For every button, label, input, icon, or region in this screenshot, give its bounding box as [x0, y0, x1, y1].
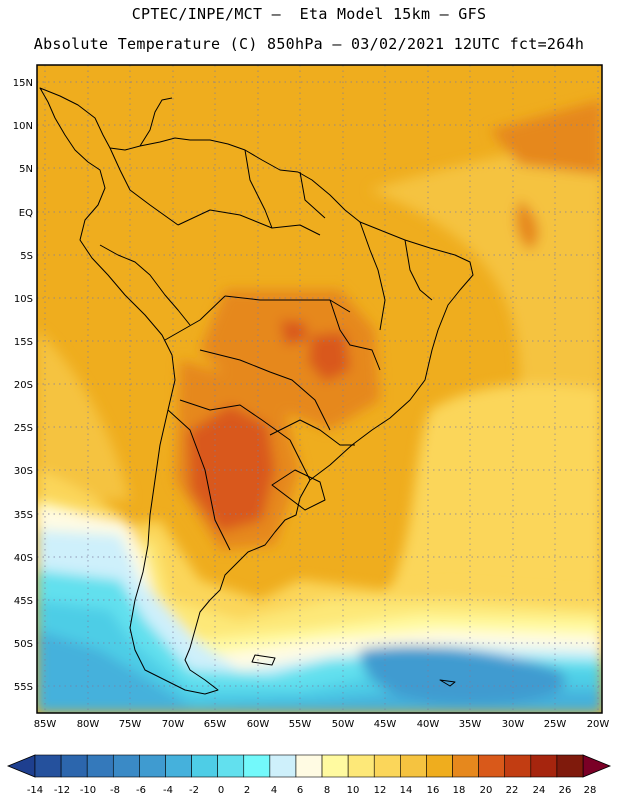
lat-label: 5S: [20, 251, 33, 262]
colorbar: -14 -12 -10 -8 -6 -4 -2 0 2 4 6 8 10 12 …: [6, 754, 612, 796]
colorbar-label: 20: [480, 785, 493, 796]
colorbar-cell: [60, 754, 88, 778]
colorbar-label: 18: [453, 785, 466, 796]
colorbar-cell: [373, 754, 401, 778]
colorbar-cell: [139, 754, 166, 778]
lat-label: 50S: [14, 639, 33, 650]
lat-label: 5N: [19, 164, 33, 175]
lon-label: 55W: [289, 719, 312, 730]
colorbar-label: 8: [324, 785, 330, 796]
lon-label: 40W: [417, 719, 440, 730]
colorbar-label: 10: [347, 785, 360, 796]
lon-label: 60W: [247, 719, 270, 730]
colorbar-label: 12: [374, 785, 387, 796]
lon-label: 75W: [119, 719, 142, 730]
colorbar-cell: [426, 754, 453, 778]
colorbar-cell: [112, 754, 140, 778]
lat-label: 30S: [14, 466, 33, 477]
lon-label: 25W: [544, 719, 567, 730]
lat-label: 40S: [14, 553, 33, 564]
colorbar-label: 0: [218, 785, 224, 796]
colorbar-label: -6: [136, 785, 146, 796]
colorbar-cell: [556, 754, 584, 778]
lon-label: 35W: [459, 719, 482, 730]
colorbar-cell: [86, 754, 114, 778]
lat-label: 35S: [14, 510, 33, 521]
colorbar-label: 4: [271, 785, 277, 796]
colorbar-label: -2: [189, 785, 199, 796]
colorbar-cell: [295, 754, 323, 778]
lat-label: 10S: [14, 294, 33, 305]
lon-label: 30W: [502, 719, 525, 730]
lon-label: 45W: [374, 719, 397, 730]
lon-label: 80W: [77, 719, 100, 730]
lat-label: EQ: [19, 208, 33, 219]
colorbar-label: -8: [110, 785, 120, 796]
colorbar-cell: [530, 754, 558, 778]
lon-label: 65W: [204, 719, 227, 730]
lon-label: 70W: [162, 719, 185, 730]
lon-label: 50W: [332, 719, 355, 730]
lat-label: 45S: [14, 596, 33, 607]
colorbar-cell: [243, 754, 271, 778]
title-model: CPTEC/INPE/MCT — Eta Model 15km — GFS: [131, 5, 487, 23]
colorbar-label: 28: [584, 785, 597, 796]
lat-lon-grid: [37, 65, 602, 713]
colorbar-cell: [478, 754, 506, 778]
colorbar-cell: [504, 754, 532, 778]
lon-label: 85W: [34, 719, 57, 730]
colorbar-label: 2: [244, 785, 250, 796]
colorbar-cell: [269, 754, 297, 778]
colorbar-label: -4: [163, 785, 173, 796]
temperature-field: [37, 65, 602, 713]
colorbar-min-arrow: [6, 754, 36, 778]
lon-label: 20W: [587, 719, 610, 730]
colorbar-label: -10: [80, 785, 96, 796]
colorbar-max-arrow: [582, 754, 612, 778]
map-frame: [36, 64, 603, 714]
colorbar-cell: [34, 754, 62, 778]
colorbar-cell: [400, 754, 427, 778]
colorbar-label: 16: [427, 785, 440, 796]
colorbar-cell: [452, 754, 479, 778]
title-field: Absolute Temperature (C) 850hPa — 03/02/…: [33, 35, 585, 53]
colorbar-label: 24: [533, 785, 546, 796]
lat-label: 15N: [13, 78, 33, 89]
colorbar-label: 26: [559, 785, 572, 796]
colorbar-cell: [347, 754, 375, 778]
colorbar-cell: [165, 754, 192, 778]
lat-label: 25S: [14, 423, 33, 434]
colorbar-cell: [217, 754, 245, 778]
lat-label: 55S: [14, 682, 33, 693]
lat-label: 15S: [14, 337, 33, 348]
colorbar-label: -14: [27, 785, 43, 796]
lat-label: 20S: [14, 380, 33, 391]
longitude-labels: 85W 80W 75W 70W 65W 60W 55W 50W 45W 40W …: [34, 719, 610, 730]
lat-label: 10N: [13, 121, 33, 132]
colorbar-cell: [191, 754, 218, 778]
coastlines: [39, 87, 474, 695]
colorbar-cell: [321, 754, 349, 778]
colorbar-label: 22: [506, 785, 519, 796]
latitude-labels: 15N 10N 5N EQ 5S 10S 15S 20S 25S 30S 35S…: [13, 78, 33, 693]
colorbar-label: 6: [297, 785, 303, 796]
colorbar-label: -12: [54, 785, 70, 796]
colorbar-label: 14: [400, 785, 413, 796]
